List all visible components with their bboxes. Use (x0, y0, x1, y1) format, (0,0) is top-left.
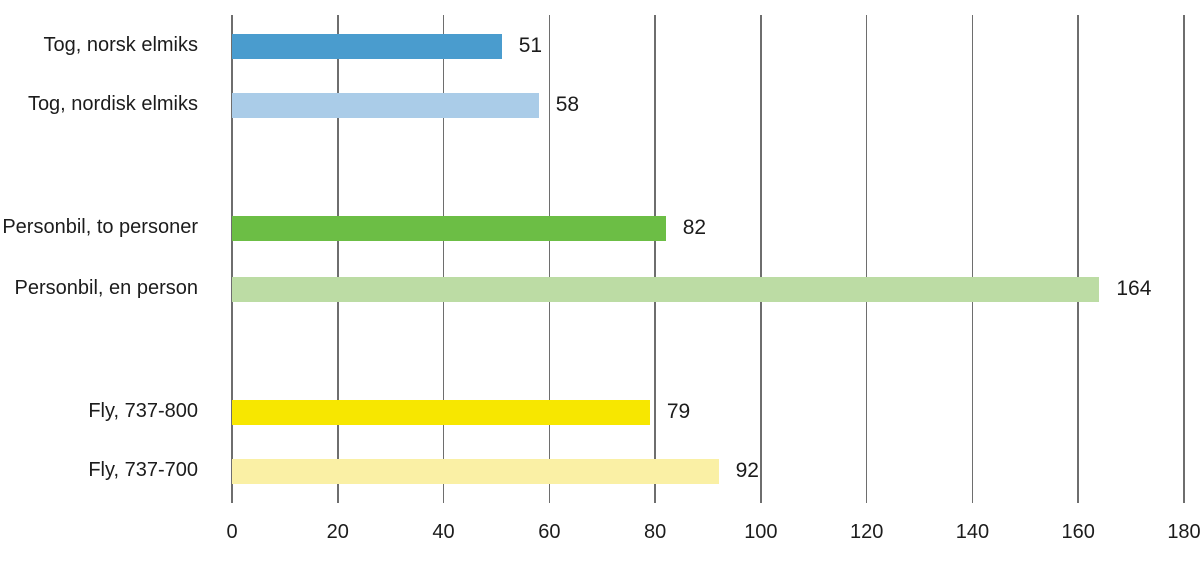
value-label: 58 (555, 93, 580, 116)
bar (232, 215, 666, 241)
value-label: 92 (735, 459, 759, 482)
gridline (1077, 15, 1079, 503)
x-tick-label: 40 (432, 521, 455, 543)
category-label: Fly, 737-800 (88, 400, 198, 422)
gridline (442, 15, 445, 503)
category-label: Fly, 737-700 (88, 459, 198, 481)
bar (232, 458, 719, 484)
category-label: Personbil, to personer (2, 216, 198, 238)
x-tick-label: 120 (849, 521, 884, 543)
category-label: Tog, norsk elmiks (43, 34, 199, 56)
x-tick-label: 160 (1061, 521, 1095, 543)
category-label: Personbil, en person (14, 277, 198, 299)
gridline (1183, 15, 1185, 503)
bar (232, 33, 502, 59)
gridline (654, 15, 656, 503)
bar (232, 399, 650, 425)
value-label: 51 (518, 34, 543, 57)
gridline (865, 15, 868, 503)
x-tick-label: 60 (538, 521, 561, 543)
gridline (231, 15, 233, 503)
value-label: 79 (666, 400, 691, 423)
gridline (548, 15, 551, 503)
x-tick-label: 20 (326, 521, 349, 543)
bar (232, 92, 539, 118)
gridline (760, 15, 762, 503)
x-tick-label: 100 (744, 521, 778, 543)
bar (232, 276, 1100, 302)
value-label: 164 (1116, 277, 1152, 300)
category-label: Tog, nordisk elmiks (27, 93, 198, 115)
x-tick-label: 140 (955, 521, 990, 543)
gridline (971, 15, 974, 503)
value-label: 82 (682, 216, 707, 239)
x-tick-label: 80 (643, 521, 667, 543)
x-tick-label: 0 (226, 521, 238, 543)
gridline (337, 15, 339, 503)
x-tick-label: 180 (1167, 521, 1200, 543)
